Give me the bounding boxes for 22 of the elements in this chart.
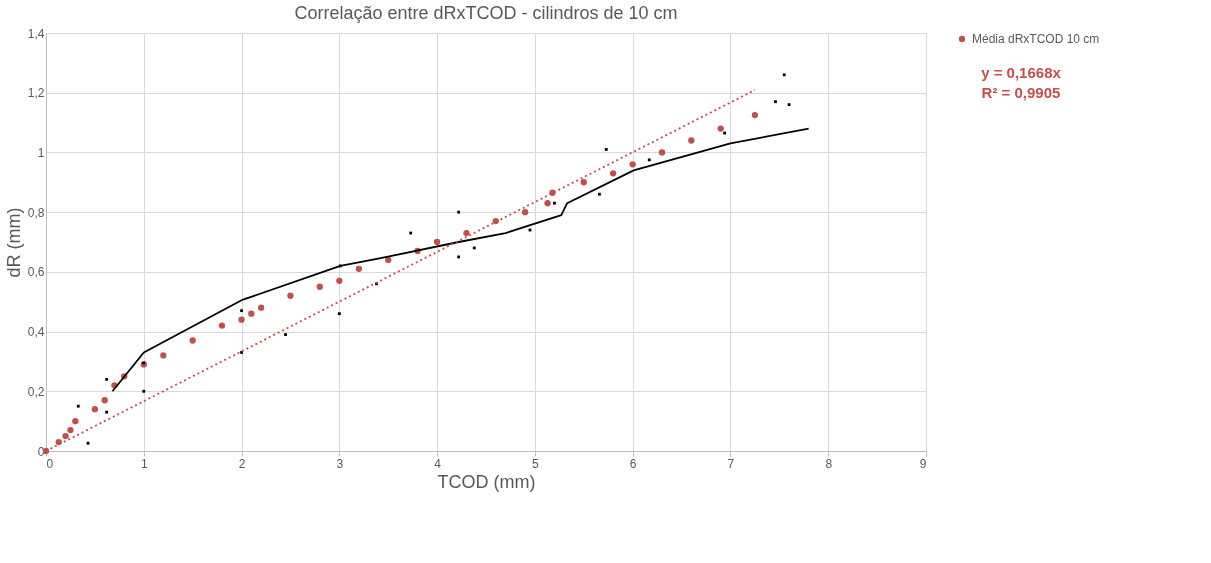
y-tick-label: 0,6 — [27, 265, 45, 280]
x-tick-label: 6 — [629, 456, 637, 471]
y-axis-title: dR (mm) — [3, 207, 24, 278]
text: y = 0,1668x — [981, 64, 1062, 81]
x-tick-label: 7 — [727, 456, 735, 471]
x-tick-label: 4 — [434, 456, 442, 471]
chart-title: Correlação entre dRxTCOD - cilindros de 10 cm — [294, 3, 678, 23]
y-tick-label: 0,4 — [27, 325, 45, 340]
y-tick-label: 1,4 — [27, 26, 45, 41]
y-tick-label: 1,2 — [27, 86, 45, 101]
x-tick-label: 3 — [336, 456, 344, 471]
y-tick-label: 1 — [37, 145, 45, 160]
x-tick-label: 9 — [919, 456, 927, 471]
x-tick-label: 2 — [238, 456, 246, 471]
x-tick-label: 8 — [825, 456, 833, 471]
y-tick-label: 0,2 — [27, 384, 45, 399]
x-axis-title: TCOD (mm) — [437, 471, 536, 492]
text: R² = 0,9905 — [981, 84, 1061, 101]
legend-label: Média dRxTCOD 10 cm — [972, 32, 1100, 46]
x-tick-label: 1 — [140, 456, 148, 471]
x-tick-label: 5 — [532, 456, 540, 471]
y-tick-label: 0,8 — [27, 205, 45, 220]
